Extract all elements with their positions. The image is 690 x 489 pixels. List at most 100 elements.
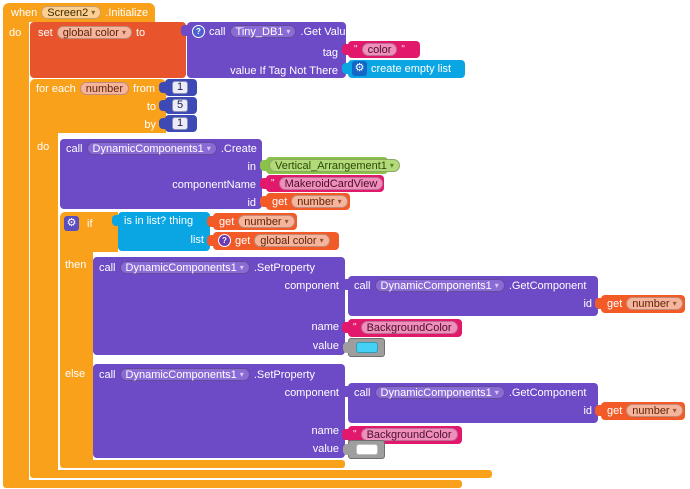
- component-dropdown[interactable]: DynamicComponents1 ▾: [374, 279, 505, 292]
- help-icon[interactable]: ?: [192, 25, 205, 38]
- if-block-header[interactable]: ⚙ if: [60, 212, 118, 252]
- value-param-label: value: [312, 443, 339, 455]
- for-each-block-bottom[interactable]: [30, 470, 492, 478]
- when-block-left-spine[interactable]: do: [3, 22, 29, 480]
- get-number-block[interactable]: get number ▾: [595, 295, 685, 313]
- number-field[interactable]: 1: [172, 117, 188, 130]
- color-swatch[interactable]: [355, 342, 378, 353]
- is-in-list-block[interactable]: is in list? thing list: [112, 212, 210, 251]
- when-block-bottom[interactable]: [3, 480, 462, 488]
- vertical-arrangement-component-block[interactable]: Vertical_Arrangement1 ▾: [260, 157, 400, 174]
- set-to-label: to: [135, 26, 146, 39]
- dynamic-components-create-block[interactable]: call DynamicComponents1 ▾ .Create in com…: [60, 139, 262, 209]
- value-plug: [342, 386, 349, 397]
- set-variable-dropdown[interactable]: global color ▾: [56, 26, 132, 39]
- variable-dropdown[interactable]: number ▾: [291, 195, 348, 208]
- id-param-label: id: [583, 405, 592, 417]
- get-global-color-block[interactable]: ? get global color ▾: [207, 232, 339, 250]
- value-plug: [159, 100, 166, 111]
- component-dropdown[interactable]: DynamicComponents1 ▾: [374, 386, 505, 399]
- color-value-block-cyan[interactable]: [343, 338, 385, 357]
- number-block-by[interactable]: 1: [159, 115, 197, 132]
- dropdown-arrow-icon: ▾: [239, 369, 244, 379]
- value-plug: [342, 44, 349, 55]
- tinydb-component-dropdown[interactable]: Tiny_DB1 ▾: [229, 25, 297, 38]
- method-name-label: .GetComponent: [508, 386, 587, 399]
- component-dropdown[interactable]: DynamicComponents1 ▾: [119, 261, 250, 274]
- if-block-left-spine[interactable]: then else: [60, 252, 93, 460]
- mutator-gear-icon[interactable]: ⚙: [64, 216, 79, 231]
- mutator-gear-icon[interactable]: ⚙: [352, 61, 367, 76]
- dropdown-arrow-icon: ▾: [206, 143, 211, 153]
- dropdown-arrow-icon: ▾: [672, 405, 677, 415]
- value-plug: [343, 444, 350, 455]
- get-keyword: get: [219, 215, 235, 228]
- number-field[interactable]: 1: [172, 81, 188, 94]
- color-swatch[interactable]: [355, 444, 378, 455]
- method-name-label: .SetProperty: [253, 261, 315, 274]
- id-param-label: id: [583, 298, 592, 310]
- to-label: to: [146, 101, 156, 113]
- by-label: by: [144, 119, 156, 131]
- dropdown-arrow-icon: ▾: [286, 26, 291, 36]
- number-block-to[interactable]: 5: [159, 97, 197, 114]
- text-string-color-block[interactable]: " color ": [342, 41, 420, 58]
- component-param-label: component: [284, 280, 339, 292]
- variable-dropdown[interactable]: number ▾: [238, 215, 295, 228]
- string-text-field[interactable]: color: [361, 43, 398, 56]
- string-text-field[interactable]: MakeroidCardView: [278, 177, 384, 190]
- component-name-param-label: componentName: [172, 179, 256, 191]
- text-string-backgroundcolor-block[interactable]: " BackgroundColor ": [342, 319, 465, 337]
- value-plug: [159, 82, 166, 93]
- when-keyword: when: [11, 6, 38, 19]
- get-component-block-else[interactable]: call DynamicComponents1 ▾ .GetComponent …: [342, 383, 598, 423]
- create-empty-list-block[interactable]: ⚙ create empty list: [342, 60, 465, 78]
- dropdown-arrow-icon: ▾: [121, 27, 126, 37]
- value-plug: [260, 178, 267, 189]
- tinydb-getvalue-block[interactable]: ? call Tiny_DB1 ▾ .Get Value tag value I…: [181, 22, 352, 78]
- arrangement-dropdown[interactable]: Vertical_Arrangement1 ▾: [269, 159, 400, 172]
- component-dropdown[interactable]: DynamicComponents1 ▾: [86, 142, 217, 155]
- dropdown-arrow-icon: ▾: [672, 298, 677, 308]
- value-plug: [343, 342, 350, 353]
- loop-variable-field[interactable]: number: [79, 82, 130, 95]
- open-quote-icon: ": [354, 44, 358, 55]
- get-number-block[interactable]: get number ▾: [595, 402, 685, 420]
- close-quote-icon: ": [401, 44, 405, 55]
- create-empty-list-label: create empty list: [371, 62, 452, 75]
- number-field[interactable]: 5: [172, 99, 188, 112]
- value-if-tag-not-there-label: value If Tag Not There: [230, 65, 338, 77]
- dropdown-arrow-icon: ▾: [494, 387, 499, 397]
- call-keyword: call: [354, 279, 371, 292]
- component-dropdown[interactable]: DynamicComponents1 ▾: [119, 368, 250, 381]
- get-component-block-then[interactable]: call DynamicComponents1 ▾ .GetComponent …: [342, 276, 598, 316]
- get-number-block[interactable]: get number ▾: [260, 193, 350, 210]
- help-icon[interactable]: ?: [218, 234, 231, 247]
- for-each-left-spine[interactable]: do: [30, 133, 58, 470]
- dropdown-arrow-icon: ▾: [494, 280, 499, 290]
- value-plug: [595, 298, 602, 309]
- if-block-bottom[interactable]: [60, 460, 345, 468]
- set-property-block-else[interactable]: call DynamicComponents1 ▾ .SetProperty c…: [93, 364, 345, 458]
- value-plug: [342, 322, 349, 333]
- variable-dropdown[interactable]: global color ▾: [254, 234, 330, 247]
- get-number-block[interactable]: get number ▾: [207, 213, 297, 230]
- color-value-block-white[interactable]: [343, 440, 385, 459]
- variable-dropdown[interactable]: number ▾: [626, 404, 683, 417]
- set-global-color-block[interactable]: set global color ▾ to: [30, 22, 186, 78]
- string-text-field[interactable]: BackgroundColor: [360, 428, 458, 441]
- when-screen-initialize-block[interactable]: when Screen2 ▾ .Initialize: [3, 3, 155, 22]
- close-quote-icon: ": [461, 429, 466, 440]
- value-plug: [260, 196, 267, 207]
- value-plug: [342, 279, 349, 290]
- string-text-field[interactable]: BackgroundColor: [360, 321, 458, 334]
- number-block-from[interactable]: 1: [159, 79, 197, 96]
- set-property-block-then[interactable]: call DynamicComponents1 ▾ .SetProperty c…: [93, 257, 345, 355]
- text-string-cardview-block[interactable]: " MakeroidCardView ": [260, 175, 391, 192]
- variable-dropdown[interactable]: number ▾: [626, 297, 683, 310]
- method-name-label: .Get Value: [300, 25, 352, 38]
- text-string-backgroundcolor-block[interactable]: " BackgroundColor ": [342, 426, 465, 444]
- screen-dropdown[interactable]: Screen2 ▾: [41, 6, 102, 19]
- for-each-block[interactable]: for each number from to by: [30, 79, 166, 133]
